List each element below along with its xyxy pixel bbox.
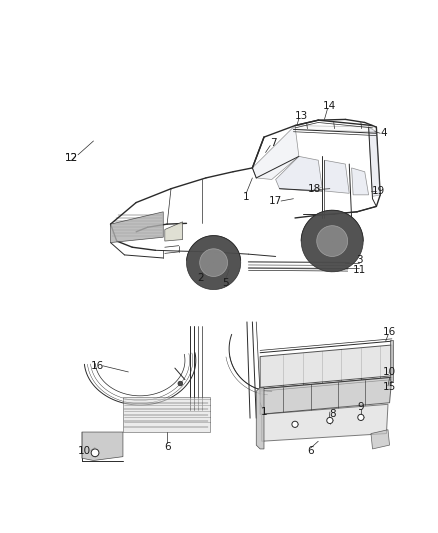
Text: 10: 10 [78,446,91,456]
Polygon shape [256,387,264,449]
Text: 7: 7 [270,138,277,148]
Text: 15: 15 [383,382,396,392]
Ellipse shape [292,421,298,427]
Ellipse shape [178,381,183,386]
Text: 6: 6 [164,442,170,451]
Text: 9: 9 [357,401,364,411]
Ellipse shape [91,449,99,457]
Polygon shape [110,212,163,243]
Polygon shape [123,397,210,432]
Polygon shape [261,405,388,441]
Text: 2: 2 [197,273,204,283]
Text: 8: 8 [329,409,336,419]
Polygon shape [200,249,228,277]
Polygon shape [325,160,349,193]
Polygon shape [82,432,123,461]
Text: 6: 6 [307,446,314,456]
Polygon shape [252,126,299,180]
Text: 19: 19 [372,186,385,196]
Text: 14: 14 [323,101,336,111]
Polygon shape [301,211,363,272]
Polygon shape [317,225,348,256]
Text: 13: 13 [295,111,308,122]
Text: 5: 5 [222,278,229,288]
Text: 18: 18 [308,184,321,195]
Text: 10: 10 [383,367,396,377]
Polygon shape [276,156,322,191]
Text: 12: 12 [65,153,78,163]
Text: 12: 12 [65,153,78,163]
Polygon shape [390,340,393,381]
Polygon shape [369,127,380,196]
Text: 16: 16 [383,327,396,337]
Ellipse shape [358,414,364,421]
Polygon shape [260,345,392,387]
Polygon shape [260,377,392,414]
Polygon shape [293,126,376,132]
Text: 4: 4 [381,128,388,138]
Text: 16: 16 [91,361,104,371]
Text: 1: 1 [243,192,250,202]
Polygon shape [165,222,183,241]
Polygon shape [187,236,241,289]
Text: 11: 11 [353,265,366,276]
Text: 17: 17 [269,196,282,206]
Text: 1: 1 [261,407,267,417]
Text: 3: 3 [356,255,363,265]
Ellipse shape [327,417,333,424]
Polygon shape [352,168,369,195]
Polygon shape [371,430,389,449]
